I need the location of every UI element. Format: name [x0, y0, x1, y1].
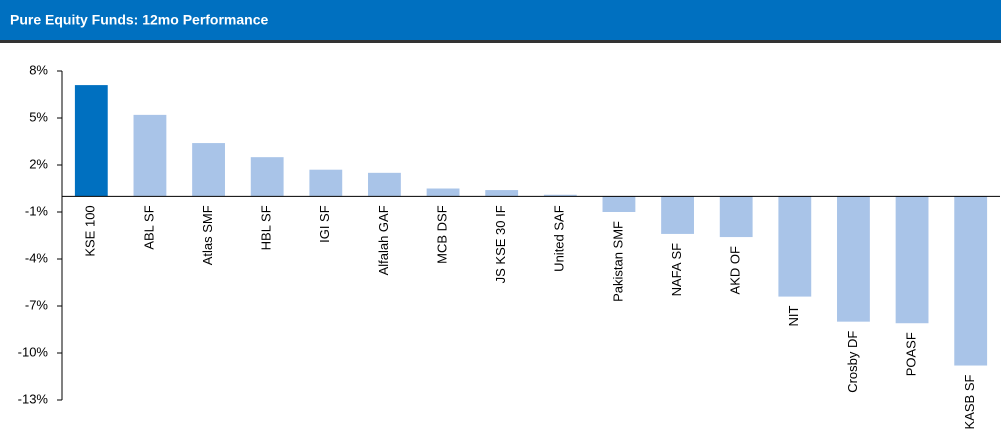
bar — [778, 196, 812, 297]
bar — [895, 196, 929, 324]
bar — [719, 196, 753, 238]
bar — [250, 157, 284, 197]
y-tick-label: -13% — [18, 391, 49, 406]
title-rule — [0, 40, 1001, 43]
bar — [133, 114, 167, 197]
x-tick-label: KASB SF — [962, 374, 977, 429]
bar — [602, 196, 636, 212]
x-tick-label: Crosby DF — [845, 331, 860, 393]
y-tick-label: 8% — [29, 62, 48, 77]
bar — [368, 172, 401, 197]
x-tick-label: NAFA SF — [669, 243, 684, 297]
x-tick-label: Alfalah GAF — [376, 205, 391, 275]
bar — [954, 196, 988, 366]
x-tick-label: NIT — [786, 306, 801, 327]
y-tick-label: -7% — [25, 297, 49, 312]
x-tick-label: AKD OF — [728, 246, 743, 294]
bar — [309, 169, 343, 197]
y-tick-label: -4% — [25, 250, 49, 265]
x-tick-label: Atlas SMF — [200, 205, 215, 265]
y-tick-label: 2% — [29, 156, 48, 171]
x-tick-label: United SAF — [552, 205, 567, 272]
bar — [192, 143, 225, 197]
chart-title: Pure Equity Funds: 12mo Performance — [10, 12, 268, 28]
y-tick-label: -1% — [25, 203, 49, 218]
x-tick-label: JS KSE 30 IF — [493, 205, 508, 283]
title-banner — [0, 0, 1001, 40]
x-tick-label: ABL SF — [141, 205, 156, 249]
x-tick-label: IGI SF — [317, 205, 332, 243]
bar — [426, 188, 460, 197]
bar — [837, 196, 870, 322]
y-tick-label: -10% — [18, 344, 49, 359]
x-tick-label: POASF — [904, 332, 919, 376]
bar — [485, 190, 519, 197]
x-tick-label: MCB DSF — [435, 205, 450, 264]
bar — [661, 196, 694, 234]
bar — [74, 85, 108, 197]
x-tick-label: Pakistan SMF — [610, 221, 625, 302]
y-tick-label: 5% — [29, 109, 48, 124]
x-tick-label: HBL SF — [259, 205, 274, 250]
x-tick-label: KSE 100 — [83, 205, 98, 256]
bar — [543, 194, 577, 197]
